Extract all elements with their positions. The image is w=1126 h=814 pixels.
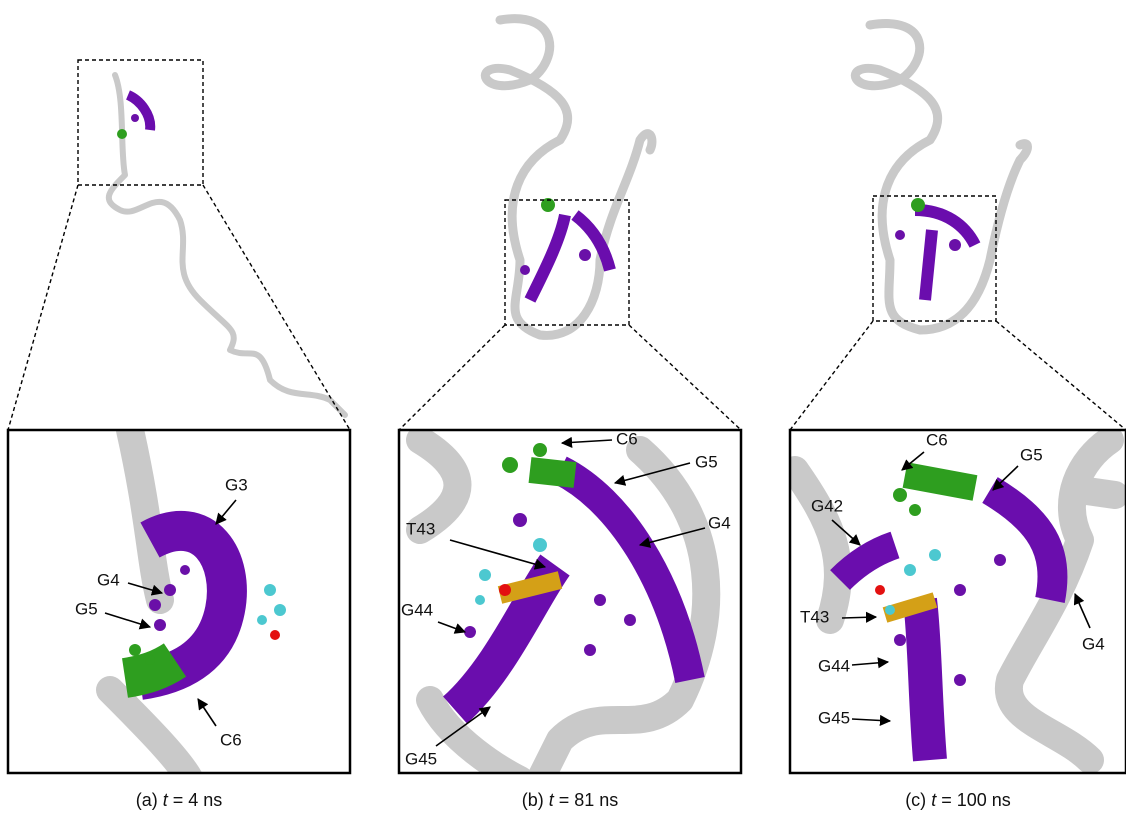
residue-label: G5: [1020, 445, 1043, 464]
zoom-a: [110, 430, 286, 780]
overview-b: [399, 19, 741, 430]
caption-label: (b): [522, 790, 544, 810]
caption-value: = 81 ns: [559, 790, 619, 810]
caption-variable: t: [931, 790, 937, 810]
caption: (c) t = 100 ns: [905, 790, 1011, 810]
residue-label: G42: [811, 496, 843, 515]
residue-label: G4: [708, 513, 731, 532]
residue-label: G4: [97, 570, 120, 589]
residue-label: G5: [695, 452, 718, 471]
zoom-b: [420, 440, 706, 780]
residue-label: G44: [818, 656, 850, 675]
residue-label: G5: [75, 599, 98, 618]
caption-variable: t: [549, 790, 555, 810]
residue-label: C6: [616, 429, 638, 448]
residue-label: C6: [926, 430, 948, 449]
caption-label: (c): [905, 790, 926, 810]
residue-label: T43: [406, 519, 435, 538]
caption: (b) t = 81 ns: [522, 790, 619, 810]
residue-label: C6: [220, 730, 242, 749]
caption-value: = 100 ns: [941, 790, 1011, 810]
residue-label: G4: [1082, 634, 1105, 653]
caption: (a) t = 4 ns: [136, 790, 223, 810]
residue-label: G45: [818, 708, 850, 727]
caption-variable: t: [163, 790, 169, 810]
residue-label: G3: [225, 475, 248, 494]
residue-label: T43: [800, 607, 829, 626]
residue-label: G45: [405, 749, 437, 768]
residue-label: G44: [401, 600, 433, 619]
figure: G3 G4 G5 C6 C6 G5 G4 T43 G44 G45 C6 G5 G…: [0, 0, 1126, 814]
zoom-frame-a: [8, 430, 350, 773]
overview-a: [8, 60, 350, 430]
overview-c: [790, 24, 1126, 430]
caption-value: = 4 ns: [173, 790, 223, 810]
caption-label: (a): [136, 790, 158, 810]
